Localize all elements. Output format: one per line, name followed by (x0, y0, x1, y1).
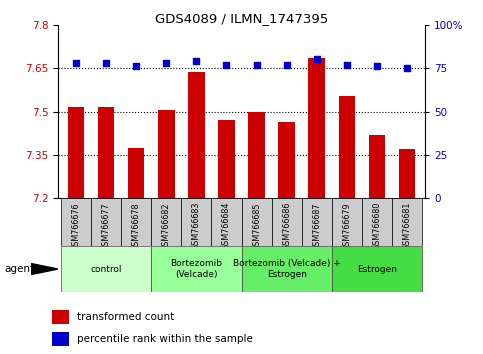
Text: GSM766679: GSM766679 (342, 202, 351, 251)
Point (223, 62, 230, 68)
Text: GSM766676: GSM766676 (71, 202, 81, 251)
Bar (53, 310, 69, 324)
Text: GSM766677: GSM766677 (101, 202, 111, 251)
Text: GSM766687: GSM766687 (312, 202, 321, 251)
Bar (248, 112, 265, 198)
Bar (278, 122, 295, 198)
Bar (398, 149, 415, 198)
Text: GDS4089 / ILMN_1747395: GDS4089 / ILMN_1747395 (155, 12, 328, 25)
Point (313, 57, 321, 62)
Text: GSM766682: GSM766682 (162, 202, 171, 251)
Point (72, 60, 80, 66)
Text: GSM766680: GSM766680 (372, 202, 382, 250)
Text: GSM766686: GSM766686 (282, 202, 291, 250)
Point (162, 60, 170, 66)
Bar (392, 198, 422, 246)
Text: transformed count: transformed count (77, 312, 174, 322)
Text: Bortezomib (Velcade) +
Estrogen: Bortezomib (Velcade) + Estrogen (233, 259, 341, 279)
Bar (362, 198, 392, 246)
Text: agent: agent (5, 264, 35, 274)
Bar (188, 73, 205, 198)
Bar (309, 58, 325, 198)
Bar (98, 107, 114, 198)
Text: GSM766683: GSM766683 (192, 202, 201, 250)
Text: control: control (90, 264, 122, 274)
Bar (339, 96, 355, 198)
Bar (212, 198, 242, 246)
Bar (151, 246, 242, 292)
Text: GSM766681: GSM766681 (402, 202, 412, 250)
Text: Estrogen: Estrogen (357, 264, 397, 274)
Bar (332, 246, 422, 292)
Point (132, 64, 140, 69)
Point (193, 58, 200, 64)
Bar (128, 148, 144, 198)
Bar (151, 198, 181, 246)
Bar (369, 135, 385, 198)
Text: GSM766678: GSM766678 (132, 202, 141, 251)
Bar (181, 198, 212, 246)
Bar (271, 198, 302, 246)
Bar (242, 198, 271, 246)
Text: percentile rank within the sample: percentile rank within the sample (77, 334, 253, 344)
Point (403, 65, 411, 71)
Bar (121, 198, 151, 246)
Bar (68, 107, 85, 198)
Text: GSM766685: GSM766685 (252, 202, 261, 251)
Point (102, 60, 110, 66)
Point (283, 62, 290, 68)
Point (343, 62, 351, 68)
Point (373, 64, 381, 69)
Bar (53, 332, 69, 346)
Text: GSM766684: GSM766684 (222, 202, 231, 250)
Bar (242, 246, 332, 292)
Bar (61, 198, 91, 246)
Bar (91, 198, 121, 246)
Polygon shape (31, 264, 58, 274)
Bar (218, 120, 235, 198)
Point (253, 62, 260, 68)
Bar (158, 110, 174, 198)
Bar (302, 198, 332, 246)
Text: Bortezomib
(Velcade): Bortezomib (Velcade) (170, 259, 222, 279)
Bar (61, 246, 151, 292)
Bar (332, 198, 362, 246)
